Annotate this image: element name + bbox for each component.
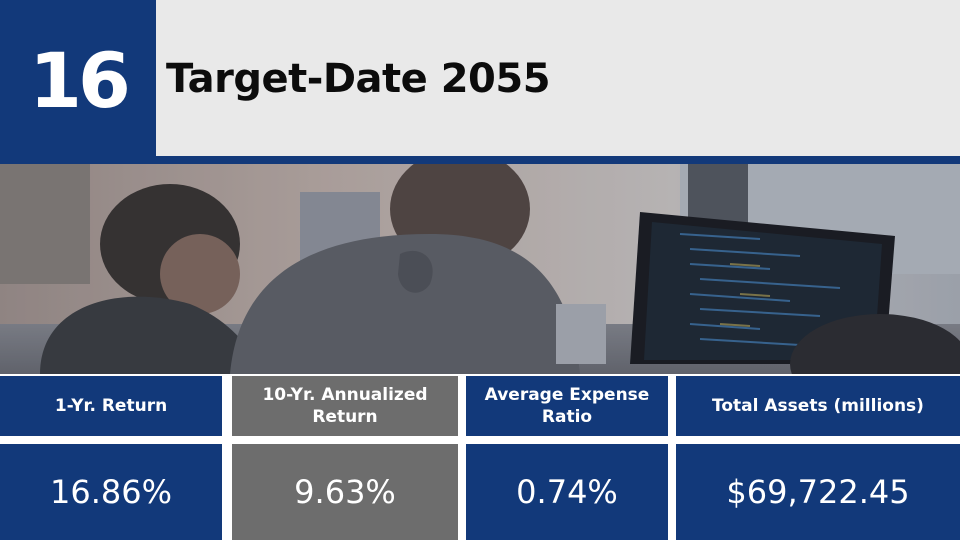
divider	[0, 374, 960, 376]
stat-label-expense-ratio: Average Expense Ratio	[466, 376, 668, 436]
stat-value-1yr-return: 16.86%	[0, 444, 222, 540]
stat-value-total-assets: $69,722.45	[676, 444, 960, 540]
page-title: Target-Date 2055	[166, 56, 551, 102]
rank-number: 16	[29, 36, 131, 125]
title-bar: Target-Date 2055	[156, 0, 960, 156]
stat-value-10yr-return: 9.63%	[232, 444, 458, 540]
divider	[0, 156, 960, 164]
stat-value-expense-ratio: 0.74%	[466, 444, 668, 540]
stat-label-10yr-return: 10-Yr. Annualized Return	[232, 376, 458, 436]
stat-label-1yr-return: 1-Yr. Return	[0, 376, 222, 436]
rank-badge: 16	[0, 0, 156, 156]
office-photo	[0, 164, 960, 374]
stat-label-total-assets: Total Assets (millions)	[676, 376, 960, 436]
